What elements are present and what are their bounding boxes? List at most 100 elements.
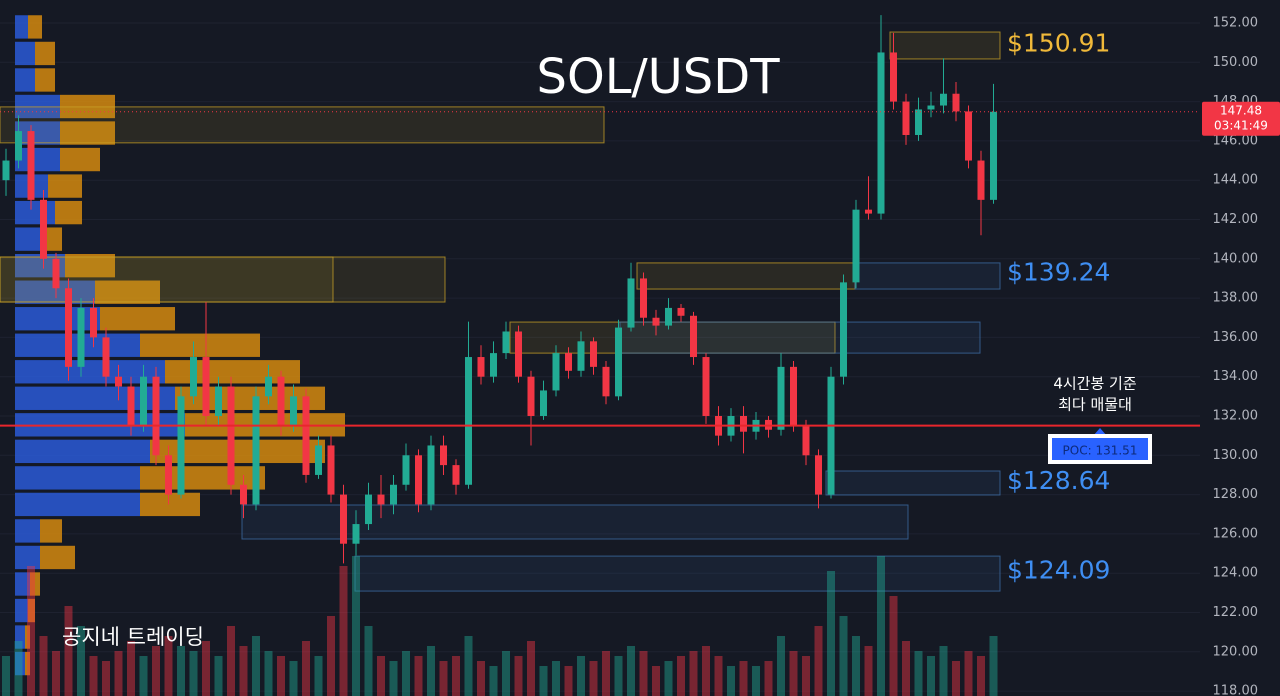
volume-bar bbox=[452, 656, 460, 696]
profile-buy bbox=[15, 439, 150, 464]
candle-body bbox=[77, 307, 85, 367]
volume-bar bbox=[914, 651, 923, 696]
volume-bar bbox=[14, 641, 23, 696]
candle-body bbox=[177, 396, 185, 495]
candle-body bbox=[165, 455, 172, 495]
candle-body bbox=[702, 357, 710, 416]
volume-bar bbox=[402, 651, 410, 696]
candle-body bbox=[227, 386, 235, 485]
volume-bar bbox=[764, 661, 773, 696]
candle-body bbox=[927, 105, 935, 110]
candle-body bbox=[627, 278, 635, 328]
y-tick-label: 142.00 bbox=[1213, 212, 1259, 227]
profile-buy bbox=[15, 15, 28, 39]
volume-bar bbox=[377, 656, 385, 696]
candle-body bbox=[340, 494, 347, 544]
candle-body bbox=[565, 353, 572, 371]
volume-bar bbox=[389, 661, 398, 696]
candle-body bbox=[27, 131, 35, 200]
y-tick-label: 146.00 bbox=[1213, 133, 1259, 148]
candle-body bbox=[277, 376, 285, 426]
volume-bar bbox=[352, 556, 360, 696]
candle-body bbox=[202, 357, 210, 416]
zone bbox=[825, 470, 1001, 496]
volume-bar bbox=[602, 651, 610, 696]
profile-sell bbox=[150, 439, 325, 464]
volume-bar bbox=[952, 661, 960, 696]
profile-sell bbox=[140, 492, 200, 517]
volume-bar bbox=[589, 661, 598, 696]
candle-body bbox=[677, 307, 685, 316]
candle-body bbox=[390, 484, 397, 505]
volume-bar bbox=[714, 656, 723, 696]
y-tick-label: 124.00 bbox=[1213, 566, 1259, 581]
profile-buy bbox=[15, 121, 60, 145]
volume-bar bbox=[414, 656, 423, 696]
y-tick-label: 126.00 bbox=[1213, 526, 1259, 541]
profile-sell bbox=[65, 253, 115, 278]
volume-bar bbox=[77, 626, 85, 696]
volume-bar bbox=[89, 656, 98, 696]
volume-bar bbox=[214, 656, 223, 696]
volume-bar bbox=[139, 656, 148, 696]
volume-bar bbox=[639, 651, 648, 696]
volume-bar bbox=[464, 636, 473, 696]
profile-buy bbox=[15, 280, 95, 304]
profile-buy bbox=[15, 545, 40, 570]
profile-sell bbox=[28, 598, 35, 623]
profile-buy bbox=[15, 307, 100, 331]
profile-sell bbox=[95, 280, 160, 304]
profile-buy bbox=[15, 598, 28, 623]
candle-body bbox=[365, 494, 372, 525]
volume-bar bbox=[514, 656, 523, 696]
volume-bar bbox=[502, 651, 510, 696]
volume-bar bbox=[652, 666, 660, 696]
volume-bar bbox=[202, 641, 210, 696]
candle-body bbox=[952, 93, 960, 112]
volume-bar bbox=[577, 656, 585, 696]
profile-buy bbox=[15, 68, 35, 92]
candle-body bbox=[740, 415, 747, 432]
candle-body bbox=[915, 109, 922, 135]
candle-body bbox=[865, 209, 872, 214]
candle-body bbox=[777, 366, 785, 430]
candle-body bbox=[652, 317, 660, 326]
profile-sell bbox=[60, 147, 100, 172]
poc-note: 최다 매물대 bbox=[1058, 396, 1132, 414]
volume-bar bbox=[302, 641, 310, 696]
y-tick-label: 132.00 bbox=[1213, 408, 1259, 423]
candle-body bbox=[65, 288, 72, 367]
volume-bar bbox=[477, 661, 485, 696]
volume-bar bbox=[539, 666, 548, 696]
price-label: $150.91 bbox=[1007, 28, 1110, 57]
profile-sell bbox=[30, 572, 40, 596]
y-tick-label: 128.00 bbox=[1213, 487, 1259, 502]
volume-bar bbox=[552, 661, 560, 696]
watermark: 공지네 트레이딩 bbox=[62, 625, 204, 649]
volume-bar bbox=[852, 636, 860, 696]
volume-bar bbox=[627, 646, 635, 696]
candle-body bbox=[902, 101, 910, 135]
volume-bar bbox=[39, 636, 48, 696]
chart-title: SOL/USDT bbox=[536, 49, 780, 105]
profile-sell bbox=[100, 307, 175, 331]
candle-body bbox=[852, 209, 860, 283]
current-price-label: 147.48 bbox=[1220, 103, 1262, 117]
profile-sell bbox=[35, 41, 55, 66]
current-price-tag bbox=[1202, 101, 1280, 136]
profile-sell bbox=[140, 333, 260, 357]
candle-body bbox=[427, 445, 435, 505]
poc-label: POC: 131.51 bbox=[1063, 444, 1138, 458]
volume-bar bbox=[339, 566, 348, 696]
profile-sell bbox=[175, 386, 325, 410]
volume-bar bbox=[802, 656, 810, 696]
y-tick-label: 120.00 bbox=[1213, 644, 1259, 659]
candle-body bbox=[190, 357, 197, 397]
volume-bar bbox=[489, 666, 498, 696]
volume-bar bbox=[152, 646, 160, 696]
y-tick-label: 130.00 bbox=[1213, 448, 1259, 463]
zone bbox=[0, 256, 446, 303]
y-tick-label: 138.00 bbox=[1213, 291, 1259, 306]
candle-body bbox=[52, 258, 60, 289]
volume-bar bbox=[702, 646, 710, 696]
